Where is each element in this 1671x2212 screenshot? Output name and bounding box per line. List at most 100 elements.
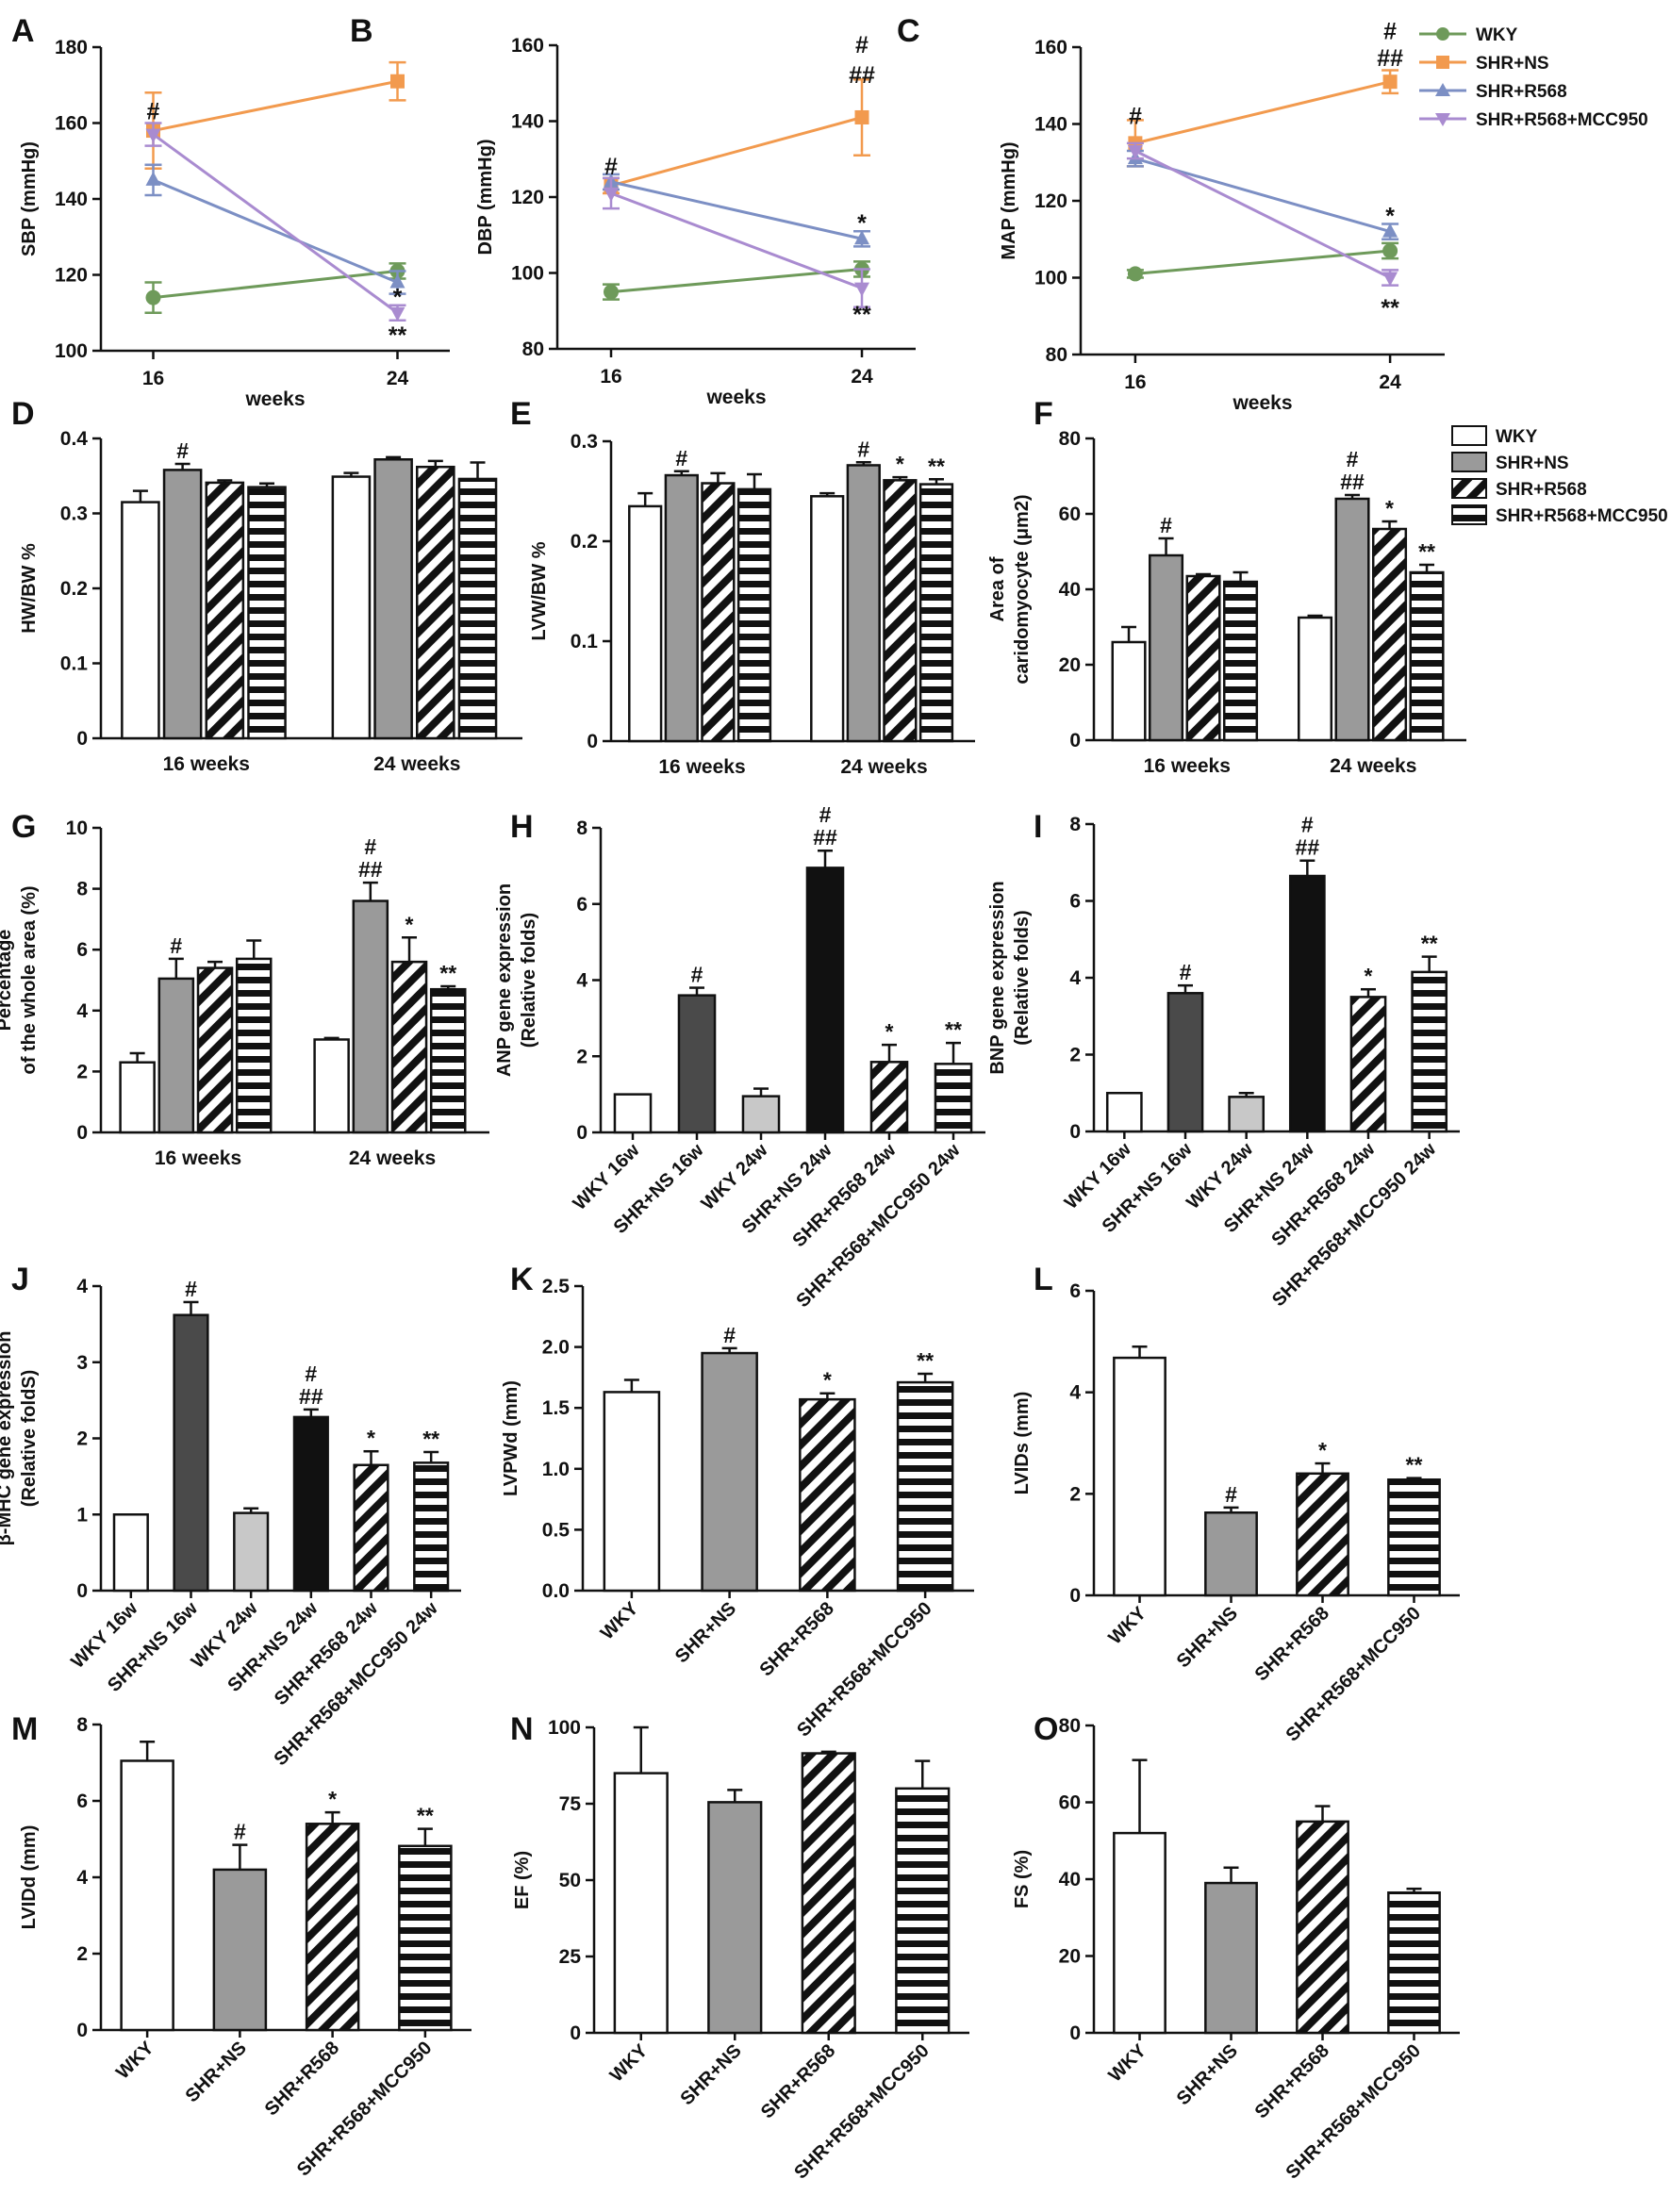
significance-mark: ** [417,1804,434,1828]
y-tick-label: 0 [587,731,598,752]
x-tick-label: SHR+R568 [1251,2040,1333,2122]
significance-mark: # [1129,103,1142,129]
y-tick-label: 160 [511,35,544,57]
bar [162,469,203,740]
bar [416,465,455,740]
y-tick-label: 0 [76,1580,88,1602]
y-axis-label: HW/BW % [19,543,40,634]
significance-mark: ** [945,1017,962,1042]
y-tick-label: 80 [1059,428,1081,450]
y-tick-label: 0.5 [542,1519,571,1541]
x-tick-label: 24 [387,368,409,389]
y-tick-label: 100 [548,1717,581,1739]
panel-letter: M [11,1711,38,1747]
legend-marker [1436,27,1449,41]
significance-mark: # [1383,19,1397,45]
bar [331,475,372,740]
panel-letter: H [510,809,534,845]
y-axis-label: caridomyocyte (μm2) [1012,494,1033,684]
y-tick-label: 0.3 [571,431,598,453]
significance-mark: ## [1296,835,1320,860]
y-tick-label: 50 [559,1870,581,1891]
y-axis-label: LVW/BW % [529,541,550,640]
y-axis-label: (Relative foldS) [19,1370,40,1508]
bar [1296,1820,1349,2035]
bar [398,1844,453,2032]
bar [677,994,717,1134]
y-axis-label: (Relative folds) [519,913,539,1048]
bar [707,1801,763,2035]
bar [1204,1881,1258,2035]
series-line [152,178,399,284]
y-tick-label: 60 [1059,503,1081,525]
panel-j: J 0 1 2 3 4 β-MHC gene expression (Relative fol… [0,1262,461,1770]
panel-letter: K [510,1262,534,1297]
y-tick-label: 2 [76,1061,88,1082]
y-tick-label: 120 [55,265,88,287]
legend-swatch [1451,504,1487,525]
bar [292,1415,329,1593]
y-tick-label: 8 [76,1714,88,1736]
y-axis-label: (Relative folds) [1012,910,1033,1045]
x-tick-label: 16 weeks [155,1147,241,1169]
bar [895,1787,951,2035]
bar [799,1397,856,1593]
y-tick-label: 20 [1059,1946,1081,1968]
panel-g: G 0 2 4 6 8 10 Percentage of the whole area (%) 1… [0,809,489,1169]
data-point [1382,223,1398,238]
bar [1349,996,1387,1133]
y-tick-label: 120 [1034,190,1067,212]
bar [121,501,160,740]
x-tick-label: 16 [1124,371,1146,393]
series-line [152,133,399,314]
y-tick-label: 4 [76,1867,88,1889]
y-tick-label: 10 [66,817,88,839]
bar [846,464,881,743]
bar-legend: WKY SHR+NS SHR+R568 SHR+R568+MCC950 [1451,425,1668,526]
legend-marker [1435,83,1450,96]
panel-letter: J [11,1262,29,1297]
y-tick-label: 0 [76,1122,88,1144]
data-point [1127,266,1143,282]
significance-mark: # [176,438,189,463]
bar [1166,992,1204,1133]
bar [205,481,245,740]
bar [305,1823,360,2032]
panel-letter: E [510,396,532,432]
significance-mark: ** [917,1348,934,1373]
legend-label: WKY [1476,25,1518,45]
y-tick-label: 75 [559,1793,582,1815]
bar [801,1752,856,2035]
significance-mark: # [234,1820,246,1844]
y-tick-label: 0 [1069,730,1081,751]
y-tick-label: 1.0 [542,1459,570,1480]
significance-mark: ** [389,322,407,349]
series-line [610,191,863,290]
data-point [389,273,405,289]
bar [1288,874,1326,1133]
significance-mark: # [305,1362,317,1386]
y-axis-label: BNP gene expression [987,881,1008,1074]
y-tick-label: 80 [522,338,544,360]
panel-letter: N [510,1711,534,1747]
y-tick-label: 1.5 [542,1397,571,1419]
y-tick-label: 0.4 [60,428,89,450]
panel-letter: G [11,809,36,845]
bar [157,977,195,1134]
significance-mark: ** [1406,1453,1423,1477]
panel-letter: I [1034,809,1042,845]
panel-letter: A [11,13,35,49]
y-tick-label: 6 [576,894,587,916]
y-axis-label: DBP (mmHg) [475,140,496,256]
y-axis-label: ANP gene expression [494,883,515,1077]
y-tick-label: 4 [576,970,587,992]
x-tick-label: SHR+NS [182,2038,251,2106]
panel-k: K 0.0 0.5 1.0 1.5 2.0 2.5 LVPWd (mm) WKY SHR+NS SH… [501,1262,974,1742]
panel-letter: O [1034,1711,1058,1747]
y-axis-label: SBP (mmHg) [19,141,40,256]
x-tick-label: 24 weeks [840,756,927,778]
y-tick-label: 0.2 [60,578,88,600]
